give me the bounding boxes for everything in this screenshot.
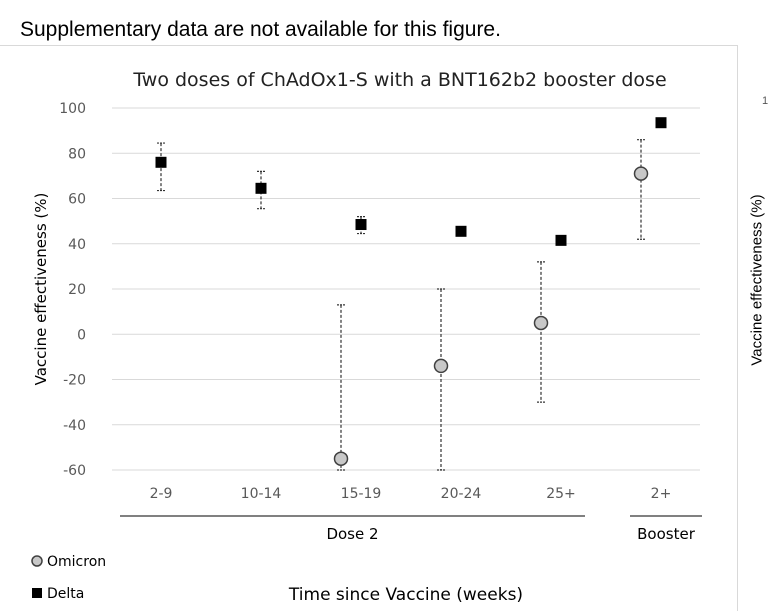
x-axis-label: Time since Vaccine (weeks) xyxy=(288,585,523,605)
y-tick-label: -60 xyxy=(63,463,86,479)
omicron-point xyxy=(533,315,549,331)
y-tick-label: 20 xyxy=(68,282,86,298)
delta-point xyxy=(655,117,667,129)
legend-label: Omicron xyxy=(47,554,106,570)
delta-point xyxy=(255,182,267,194)
legend-label: Delta xyxy=(47,586,84,602)
chart-title: Two doses of ChAdOx1-S with a BNT162b2 b… xyxy=(132,69,666,91)
y-tick-label: 100 xyxy=(59,101,86,117)
y-tick-label: 40 xyxy=(68,237,86,253)
y-tick-label: 0 xyxy=(77,327,86,343)
delta-point xyxy=(555,234,567,246)
x-tick-label: 15-19 xyxy=(341,486,382,502)
omicron-point xyxy=(333,451,349,466)
adjacent-chart-panel xyxy=(737,45,781,611)
x-tick-label: 25+ xyxy=(546,486,576,502)
x-tick-label: 20-24 xyxy=(441,486,482,502)
delta-point xyxy=(455,225,467,237)
y-axis-label: Vaccine effectiveness (%) xyxy=(32,193,50,386)
omicron-point xyxy=(433,358,449,374)
y-tick-label: 60 xyxy=(68,192,86,208)
legend-marker-delta xyxy=(32,588,42,598)
group-label: Dose 2 xyxy=(326,525,378,543)
y-tick-label: -20 xyxy=(63,373,86,389)
y-tick-label: 80 xyxy=(68,146,86,162)
x-tick-label: 2-9 xyxy=(150,486,173,502)
chart-panel xyxy=(0,45,737,612)
delta-point xyxy=(155,156,167,168)
omicron-point xyxy=(633,166,649,181)
legend-marker-omicron xyxy=(31,555,43,567)
adjacent-y-tick-label: 1 xyxy=(762,95,769,107)
y-tick-label: -40 xyxy=(63,418,86,434)
x-tick-label: 2+ xyxy=(651,486,672,502)
x-tick-label: 10-14 xyxy=(241,486,282,502)
group-label: Booster xyxy=(637,525,696,543)
delta-point xyxy=(355,219,367,231)
figure-caption: Supplementary data are not available for… xyxy=(20,18,501,41)
